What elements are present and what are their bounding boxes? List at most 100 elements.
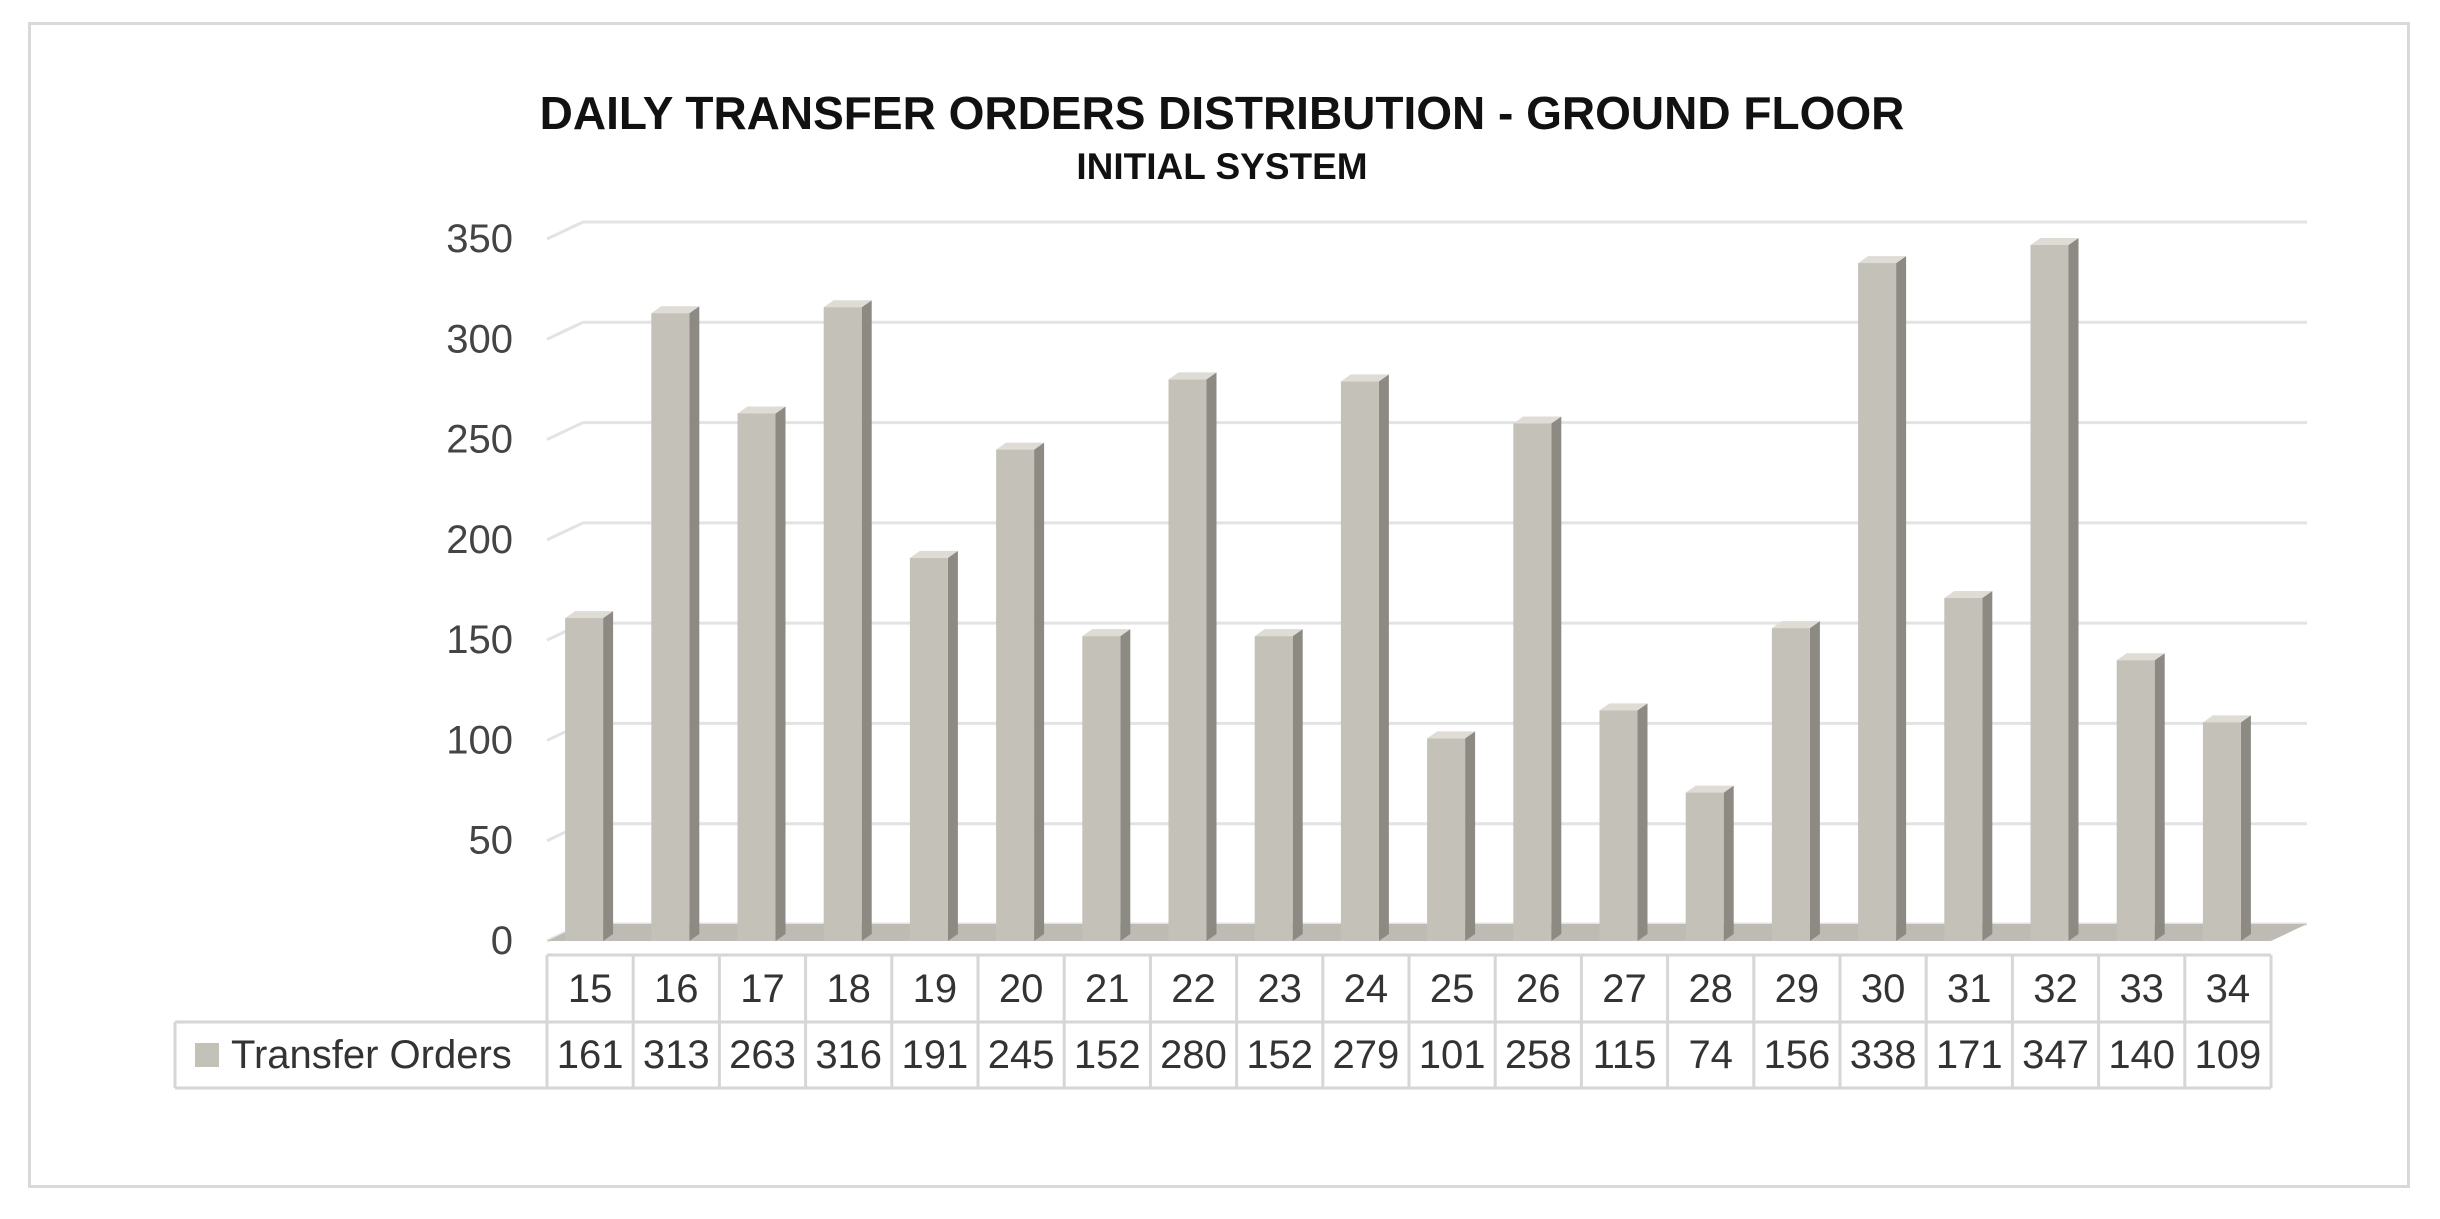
y-tick-label: 200 xyxy=(446,518,513,562)
bar xyxy=(1599,703,1648,941)
bar-side xyxy=(861,300,872,941)
bar xyxy=(737,406,786,941)
x-tick-label: 34 xyxy=(2206,967,2251,1011)
bar xyxy=(1427,731,1476,941)
bar xyxy=(2202,715,2251,941)
y-tick-label: 150 xyxy=(446,618,513,662)
bar-top xyxy=(737,406,786,414)
bar-side xyxy=(947,550,958,941)
bar-front xyxy=(1082,636,1121,941)
bar-top xyxy=(1082,629,1131,637)
x-tick-label: 16 xyxy=(654,967,699,1011)
bar xyxy=(651,306,700,941)
bar-top xyxy=(2116,653,2165,661)
bar-front xyxy=(1685,792,1724,941)
x-tick-label: 19 xyxy=(913,967,958,1011)
data-value: 161 xyxy=(557,1033,624,1077)
x-tick-label: 31 xyxy=(1947,967,1992,1011)
bar-front xyxy=(565,618,604,941)
data-value: 313 xyxy=(643,1033,710,1077)
bar-side xyxy=(1120,629,1131,941)
bar-side xyxy=(1378,374,1389,941)
data-value: 347 xyxy=(2022,1033,2089,1077)
bar-front xyxy=(1340,381,1379,941)
data-value: 280 xyxy=(1160,1033,1227,1077)
bar-side xyxy=(689,306,700,941)
bar-side xyxy=(1292,629,1303,941)
bar-top xyxy=(1513,416,1562,424)
bar-front xyxy=(1858,263,1897,941)
bar-front xyxy=(1254,636,1293,941)
gridline-side xyxy=(546,421,584,441)
x-tick-label: 30 xyxy=(1861,967,1906,1011)
bar-front xyxy=(651,313,690,941)
data-value: 338 xyxy=(1850,1033,1917,1077)
data-value: 279 xyxy=(1333,1033,1400,1077)
bar xyxy=(996,442,1045,941)
bar xyxy=(1944,591,1993,941)
bar-side xyxy=(2240,715,2251,941)
plot-area: 0 50 100 150 200 250 300 350 xyxy=(446,217,2307,963)
data-value: 109 xyxy=(2195,1033,2262,1077)
x-tick-label: 22 xyxy=(1171,967,1216,1011)
data-value: 156 xyxy=(1764,1033,1831,1077)
bar-side xyxy=(2068,238,2079,941)
y-tick-label: 50 xyxy=(469,819,514,863)
chart-svg: DAILY TRANSFER ORDERS DISTRIBUTION - GRO… xyxy=(173,87,2307,1090)
bar-front xyxy=(2030,245,2069,941)
bar-front xyxy=(2202,722,2241,941)
bar-top xyxy=(565,611,614,619)
x-tick-label: 28 xyxy=(1688,967,1733,1011)
bar-side xyxy=(1551,416,1562,941)
gridline-side xyxy=(546,220,584,241)
series-name: Transfer Orders xyxy=(231,1033,512,1077)
data-value: 152 xyxy=(1246,1033,1313,1077)
bar-side xyxy=(1206,372,1217,941)
x-tick-label: 23 xyxy=(1257,967,1302,1011)
bar-top xyxy=(1427,731,1476,739)
bar xyxy=(565,611,614,941)
bar-front xyxy=(996,449,1035,941)
bar-side xyxy=(1637,703,1648,941)
bar xyxy=(1254,629,1303,941)
x-tick-label: 33 xyxy=(2119,967,2164,1011)
bar-top xyxy=(2202,715,2251,723)
bar-top xyxy=(1944,591,1993,599)
bar xyxy=(2116,653,2165,941)
bar-side xyxy=(1723,785,1734,941)
x-tick-label: 21 xyxy=(1085,967,1130,1011)
data-value: 152 xyxy=(1074,1033,1141,1077)
bar-top xyxy=(1340,374,1389,382)
bar-side xyxy=(1809,621,1820,941)
bar-side xyxy=(1982,591,1993,941)
bar-side xyxy=(2154,653,2165,941)
data-value: 115 xyxy=(1593,1033,1657,1077)
y-tick-label: 300 xyxy=(446,317,513,361)
bar-side xyxy=(775,406,786,941)
bar xyxy=(909,550,958,941)
data-value: 263 xyxy=(729,1033,796,1077)
bar-top xyxy=(1771,621,1820,629)
bar-top xyxy=(651,306,700,314)
data-value: 316 xyxy=(815,1033,882,1077)
data-value: 245 xyxy=(988,1033,1055,1077)
x-tick-label: 25 xyxy=(1430,967,1475,1011)
bar-top xyxy=(823,300,872,308)
bar xyxy=(823,300,872,941)
bar-front xyxy=(1513,423,1552,941)
bar-side xyxy=(1465,731,1476,941)
bar-side xyxy=(1034,442,1045,941)
chart-subtitle: INITIAL SYSTEM xyxy=(1076,146,1367,187)
data-table: 15 16 17 18 19 20 21 22 23 24 25 26 27 28 29 30 31 32 33 34… xyxy=(173,953,2273,1090)
bar xyxy=(1685,785,1734,941)
bar-front xyxy=(737,413,776,941)
bar-front xyxy=(1168,379,1207,941)
bar-front xyxy=(1599,710,1638,941)
bar xyxy=(1513,416,1562,941)
bar-front xyxy=(1771,628,1810,941)
bar xyxy=(1082,629,1131,941)
bar xyxy=(2030,238,2079,941)
x-tick-label: 15 xyxy=(568,967,613,1011)
x-tick-label: 26 xyxy=(1516,967,1561,1011)
bar-top xyxy=(909,550,958,558)
